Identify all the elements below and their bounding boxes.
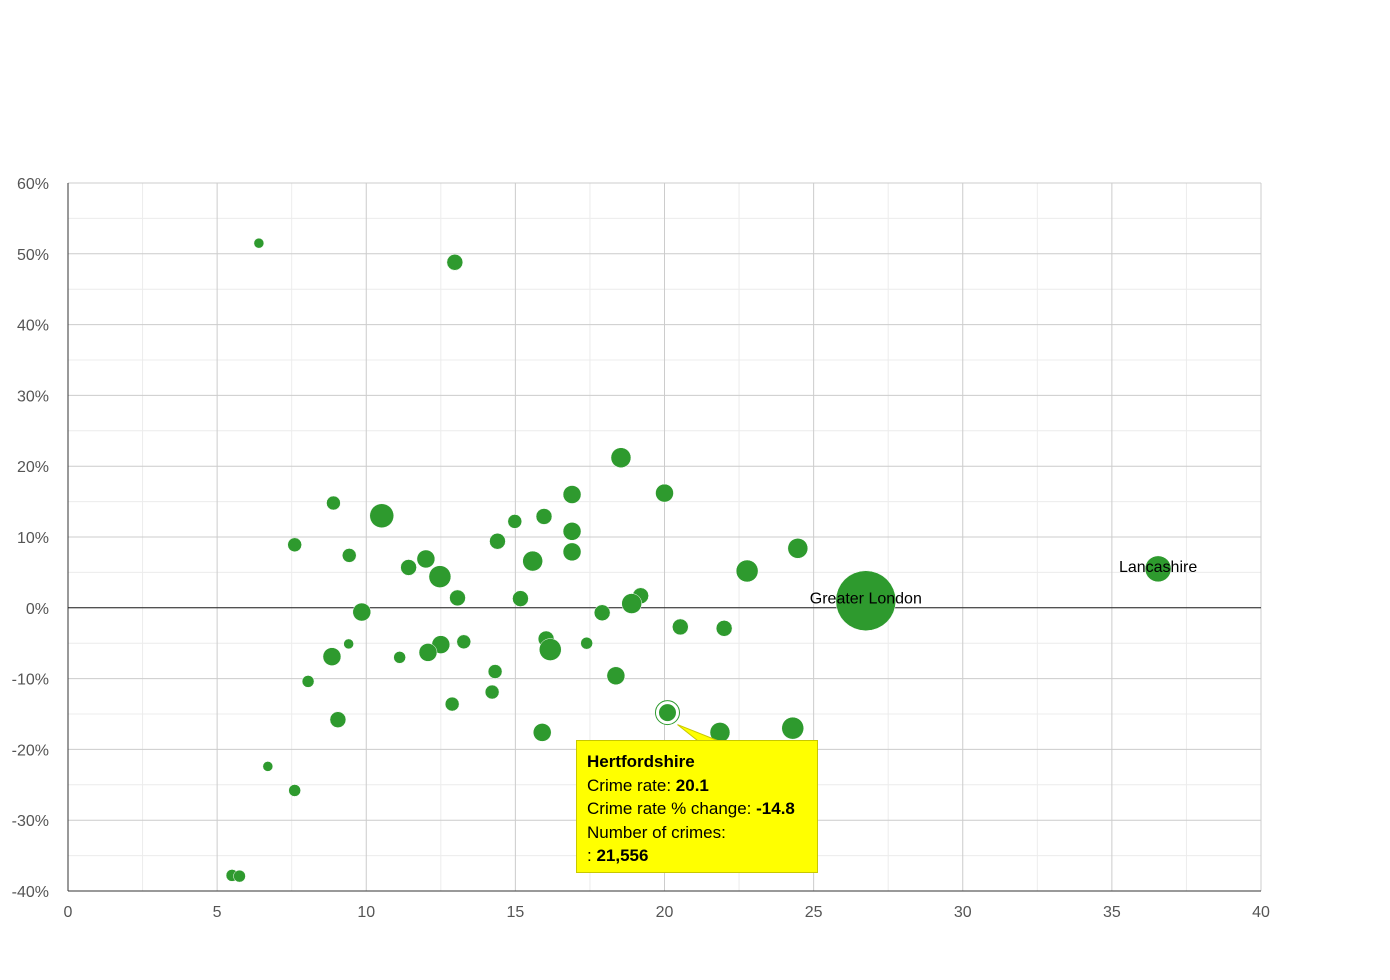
bubble xyxy=(428,565,452,588)
bubble xyxy=(456,634,472,650)
y-tick-label: -30% xyxy=(12,813,49,830)
bubble xyxy=(735,559,759,583)
y-tick-label: 30% xyxy=(17,388,49,405)
bubble-hertfordshire xyxy=(657,703,677,723)
bubble xyxy=(562,522,582,541)
bubble xyxy=(532,723,552,742)
bubble xyxy=(418,643,438,662)
bubble xyxy=(512,590,529,607)
bubble xyxy=(593,604,611,622)
x-tick-label: 35 xyxy=(1103,904,1121,921)
bubble xyxy=(621,593,642,614)
x-tick-label: 15 xyxy=(506,904,524,921)
bubble xyxy=(341,548,357,563)
bubble-lancashire xyxy=(1144,555,1172,583)
y-axis-ticks: 60% 50% 40% 30% 20% 10% 0% -10% -20% -30% -40% xyxy=(12,176,49,901)
tooltip-change-label: Crime rate % change: xyxy=(587,799,757,818)
bubble xyxy=(233,869,246,883)
bubble xyxy=(253,237,265,249)
x-tick-label: 20 xyxy=(656,904,674,921)
bubble xyxy=(287,537,302,553)
y-tick-label: -20% xyxy=(12,742,49,759)
x-tick-label: 30 xyxy=(954,904,972,921)
bubble xyxy=(322,647,342,666)
tooltip-title: Hertfordshire xyxy=(587,752,695,771)
bubble xyxy=(672,618,689,636)
tooltip-rate-value: 20.1 xyxy=(675,775,709,795)
bubble xyxy=(562,542,582,562)
bubble xyxy=(781,716,804,740)
bubbles xyxy=(225,237,1172,883)
x-tick-label: 5 xyxy=(213,904,222,921)
y-tick-label: 10% xyxy=(17,530,49,547)
y-tick-label: -10% xyxy=(12,672,49,689)
x-tick-label: 0 xyxy=(64,904,73,921)
tooltip-count-prefix: : xyxy=(587,846,597,865)
y-tick-label: 50% xyxy=(17,247,49,264)
y-tick-label: 20% xyxy=(17,459,49,476)
bubble xyxy=(606,666,626,686)
tooltip-rate-line: Crime rate: 20.1 xyxy=(587,774,807,798)
tooltip: Hertfordshire Crime rate: 20.1 Crime rat… xyxy=(576,740,818,873)
tooltip-count-value: 21,556 xyxy=(596,846,649,865)
tooltip-count-label: Number of crimes: xyxy=(587,822,726,842)
bubble xyxy=(787,538,809,559)
tooltip-count-line: : 21,556 xyxy=(587,844,807,868)
bubble-label-lancashire: Lancashire xyxy=(1119,559,1197,576)
tooltip-change-value: -14.8 xyxy=(756,799,795,818)
bubble xyxy=(487,664,503,679)
bubble xyxy=(400,559,417,576)
bubble xyxy=(715,620,733,637)
bubble xyxy=(326,495,341,511)
y-tick-label: -40% xyxy=(12,884,49,901)
bubble xyxy=(535,508,553,525)
x-tick-label: 10 xyxy=(357,904,375,921)
bubble xyxy=(343,638,354,650)
bubble xyxy=(580,636,593,650)
bubble xyxy=(610,447,632,468)
bubble xyxy=(393,651,406,664)
bubble-labels: Greater London Lancashire xyxy=(810,559,1198,608)
bubble xyxy=(444,696,460,712)
bubble xyxy=(288,784,301,797)
bubble xyxy=(329,711,347,728)
axes xyxy=(67,183,1261,892)
tooltip-rate-label: Crime rate: xyxy=(587,775,676,795)
y-tick-label: 60% xyxy=(17,176,49,193)
x-tick-label: 25 xyxy=(805,904,823,921)
bubble-greater-london xyxy=(835,570,897,631)
bubble xyxy=(301,675,315,688)
bubble xyxy=(449,589,466,607)
bubble xyxy=(489,532,506,550)
bubble xyxy=(352,602,372,622)
bubble xyxy=(262,761,274,772)
bubble xyxy=(446,254,464,271)
bubble xyxy=(655,483,674,503)
bubble xyxy=(416,549,436,569)
bubble xyxy=(507,514,523,529)
bubble xyxy=(562,485,582,504)
bubble xyxy=(484,684,500,700)
bubble xyxy=(539,638,562,661)
y-tick-label: 0% xyxy=(26,601,49,618)
bubble xyxy=(369,503,395,529)
tooltip-change-line: Crime rate % change: -14.8 xyxy=(587,797,807,821)
x-tick-label: 40 xyxy=(1252,904,1270,921)
x-axis-ticks: 0 5 10 15 20 25 30 35 40 xyxy=(64,904,1270,921)
y-tick-label: 40% xyxy=(17,318,49,335)
bubble xyxy=(522,550,543,572)
bubble-label-greater-london: Greater London xyxy=(810,591,922,608)
